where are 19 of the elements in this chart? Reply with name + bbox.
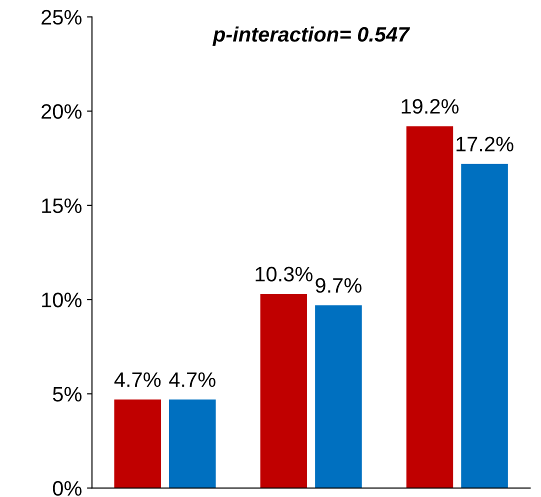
y-tick-label: 5%: [52, 386, 82, 402]
bar: [114, 399, 161, 488]
bar: [461, 164, 508, 488]
bar: [315, 305, 362, 488]
bar: [406, 126, 454, 488]
y-tick-label: 0%: [52, 481, 82, 496]
data-label: 9.7%: [316, 278, 362, 293]
y-tick-label: 15%: [42, 198, 82, 214]
chart-title: p-interaction= 0.547: [212, 26, 410, 46]
data-label: 4.7%: [169, 372, 216, 387]
y-tick-label: 20%: [42, 104, 82, 119]
bar: [169, 399, 216, 488]
data-label: 19.2%: [402, 99, 459, 114]
bar: [260, 294, 308, 488]
data-label: 4.7%: [114, 372, 161, 387]
y-tick-label: 25%: [42, 10, 82, 25]
data-label: 10.3%: [256, 266, 312, 282]
data-label: 17.2%: [456, 136, 514, 152]
y-tick-label: 10%: [42, 292, 82, 308]
